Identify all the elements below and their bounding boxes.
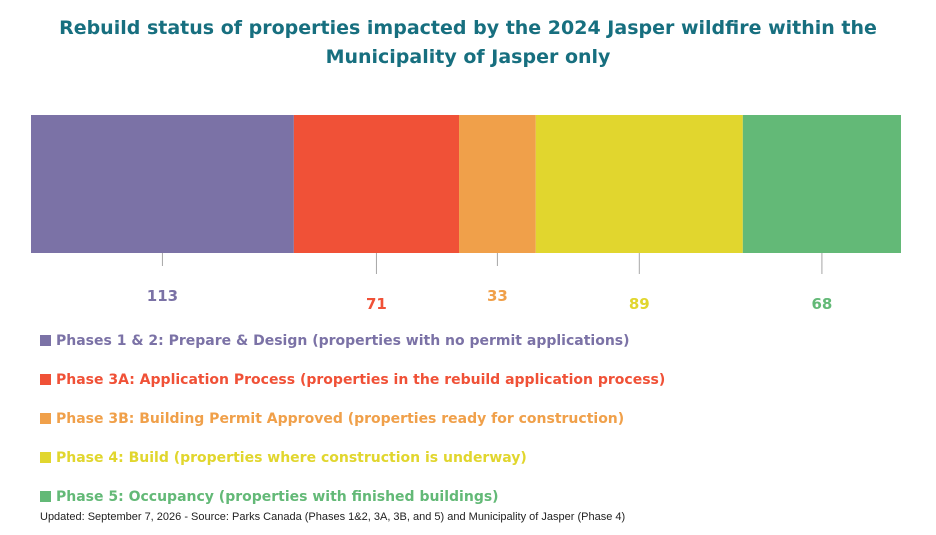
source-footnote: Updated: September 7, 2026 - Source: Par…	[40, 511, 626, 523]
legend-label: Phase 3B: Building Permit Approved (prop…	[56, 410, 625, 427]
chart-title-line-1: Rebuild status of properties impacted by…	[59, 17, 877, 39]
bar-segment-1	[31, 115, 294, 253]
data-label-5: 68	[811, 295, 832, 313]
legend-swatch	[40, 335, 51, 346]
data-label-3: 33	[487, 287, 508, 305]
bar-segment-2	[293, 115, 460, 253]
legend-label: Phase 4: Build (properties where constru…	[56, 449, 527, 466]
legend-item-1: Phases 1 & 2: Prepare & Design (properti…	[40, 321, 665, 360]
legend-label: Phases 1 & 2: Prepare & Design (properti…	[56, 332, 630, 349]
legend-swatch	[40, 413, 51, 424]
legend-swatch	[40, 374, 51, 385]
legend-label: Phase 5: Occupancy (properties with fini…	[56, 488, 499, 505]
chart-legend: Phases 1 & 2: Prepare & Design (properti…	[40, 321, 665, 516]
legend-item-2: Phase 3A: Application Process (propertie…	[40, 360, 665, 399]
data-label-2: 71	[366, 295, 387, 313]
legend-item-4: Phase 4: Build (properties where constru…	[40, 438, 665, 477]
legend-swatch	[40, 452, 51, 463]
legend-label: Phase 3A: Application Process (propertie…	[56, 371, 666, 388]
data-label-4: 89	[629, 295, 650, 313]
chart-title-line-2: Municipality of Jasper only	[325, 46, 611, 68]
data-label-1: 113	[147, 287, 178, 305]
bar-segment-3	[459, 115, 536, 253]
stacked-bar-chart: 113 71 33 89 68	[31, 115, 901, 313]
legend-item-3: Phase 3B: Building Permit Approved (prop…	[40, 399, 665, 438]
bar-segment-4	[535, 115, 743, 253]
legend-item-5: Phase 5: Occupancy (properties with fini…	[40, 477, 665, 516]
bar-segment-5	[742, 115, 901, 253]
chart-title: Rebuild status of properties impacted by…	[0, 14, 936, 72]
legend-swatch	[40, 491, 51, 502]
